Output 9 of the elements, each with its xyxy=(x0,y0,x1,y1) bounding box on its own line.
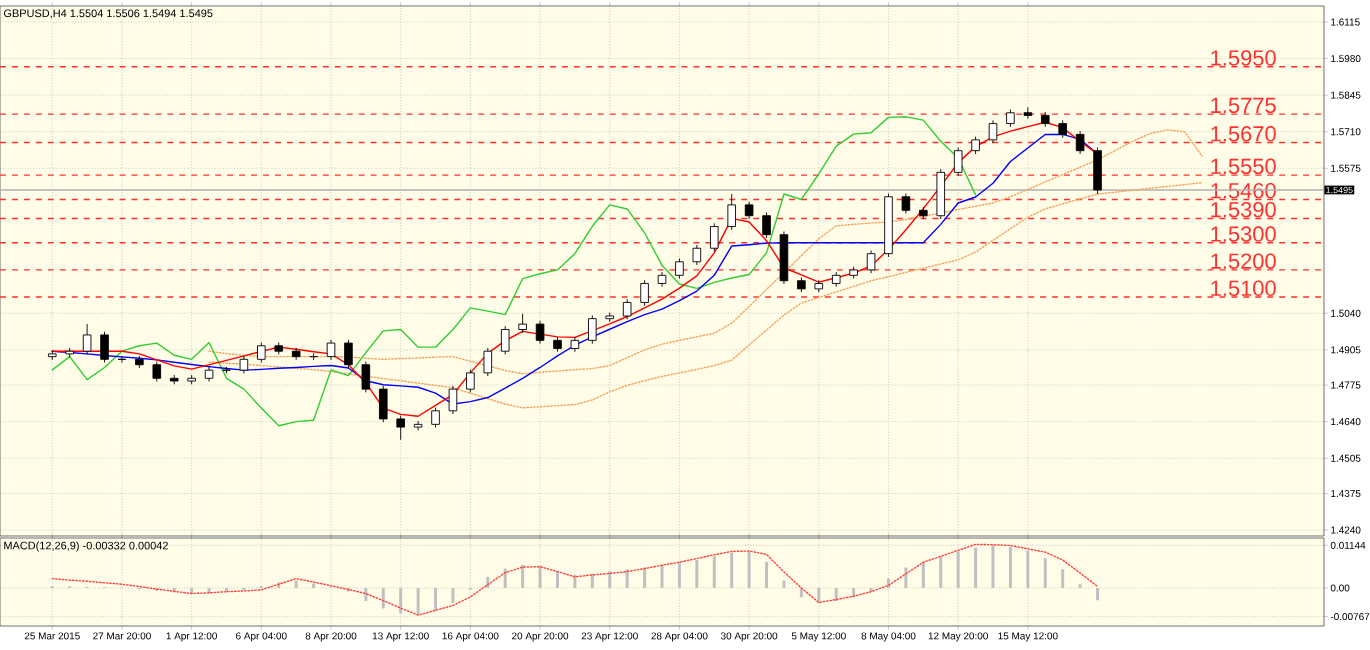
ref-line-label: 1.5100 xyxy=(1211,280,1276,297)
ref-line-label: 1.5300 xyxy=(1211,226,1276,242)
ref-line-label: 1.5670 xyxy=(1211,126,1276,142)
ref-line-label: 1.5460 xyxy=(1211,182,1276,199)
ref-line-label: 1.5775 xyxy=(1211,97,1276,114)
ref-line-label: 1.5550 xyxy=(1211,158,1276,175)
ref-line-label: 1.5390 xyxy=(1211,201,1276,218)
ref-line-label: 1.5950 xyxy=(1211,50,1276,66)
ref-line-label: 1.5200 xyxy=(1211,253,1276,269)
